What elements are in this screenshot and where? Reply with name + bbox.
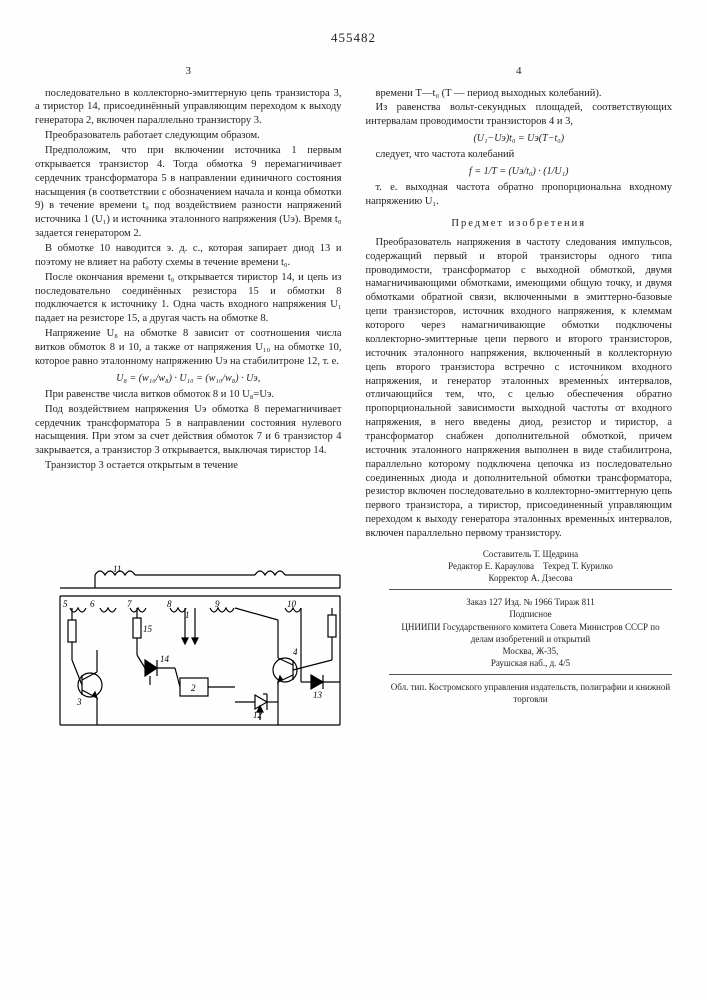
svg-text:9: 9 [215,599,220,609]
para: В обмотке 10 наводится э. д. с., которая… [35,242,342,270]
para: Из равенства вольт-секундных площадей, с… [366,101,673,129]
text-columns: 3 последовательно в коллекторно-эмиттерн… [35,64,672,542]
meta: Раушская наб., д. 4/5 [389,657,672,669]
para: При равенстве числа витков обмоток 8 и 1… [35,388,342,402]
editor: Редактор Е. Караулова [448,561,534,571]
svg-text:3: 3 [76,697,82,707]
meta: Обл. тип. Костромского управления издате… [389,681,672,705]
svg-text:6: 6 [90,599,95,609]
formula: f = 1/T = (Uэ/t₀) · (1/U₁) [366,165,673,178]
svg-text:7: 7 [127,599,132,609]
para: Преобразователь работает следующим образ… [35,129,342,143]
circuit-diagram: 11 5 6 7 8 9 10 15 1 14 3 2 12 4 13 [35,560,365,745]
credits-block: Составитель Т. Щедрина Редактор Е. Карау… [389,542,672,706]
doc-number: 455482 [35,30,672,46]
meta: Москва, Ж-35, [389,645,672,657]
para: Напряжение U₈ на обмотке 8 зависит от со… [35,327,342,369]
svg-text:15: 15 [143,624,153,634]
col-num-left: 3 [35,64,342,79]
svg-text:10: 10 [287,599,297,609]
divider [389,674,672,675]
svg-text:1: 1 [185,610,190,620]
meta: ЦНИИПИ Государственного комитета Совета … [389,621,672,645]
corrector: Корректор А. Дзесова [389,572,672,584]
meta: Подписное [389,608,672,620]
svg-text:11: 11 [113,564,121,574]
para: Под воздействием напряжения Uэ обмотка 8… [35,403,342,458]
svg-text:4: 4 [293,647,298,657]
svg-text:5: 5 [63,599,68,609]
bottom-row: 11 5 6 7 8 9 10 15 1 14 3 2 12 4 13 Сост… [35,542,672,745]
para: Транзистор 3 остается открытым в течение [35,459,342,473]
formula: (U₁−Uэ)t₀ = Uэ(T−t₀) [366,132,673,145]
para: времени T—t₀ (T — период выходных колеба… [366,87,673,101]
formula: U₈ = (w₁₀/w₈) · U₁₀ = (w₁₀/w₈) · Uэ, [35,372,342,385]
svg-text:14: 14 [160,654,170,664]
col-num-right: 4 [366,64,673,79]
right-column: 4 времени T—t₀ (T — период выходных коле… [366,64,673,542]
left-column: 3 последовательно в коллекторно-эмиттерн… [35,64,342,542]
para: После окончания времени t₀ открывается т… [35,271,342,326]
circuit-svg: 11 5 6 7 8 9 10 15 1 14 3 2 12 4 13 [35,560,365,740]
para: Предположим, что при включении источника… [35,144,342,241]
svg-text:12: 12 [253,710,263,720]
divider [389,589,672,590]
para: т. е. выходная частота обратно пропорцио… [366,181,673,209]
meta: Заказ 127 Изд. № 1966 Тираж 811 [389,596,672,608]
svg-text:13: 13 [313,690,323,700]
subject-heading: Предмет изобретения [366,217,673,231]
compiler: Составитель Т. Щедрина [389,548,672,560]
svg-text:2: 2 [191,683,196,693]
para: следует, что частота колебаний [366,148,673,162]
para: последовательно в коллекторно-эмиттерную… [35,87,342,129]
subject-text: Преобразователь напряжения в частоту сле… [366,236,673,541]
tech: Техред Т. Курилко [543,561,613,571]
svg-text:8: 8 [167,599,172,609]
